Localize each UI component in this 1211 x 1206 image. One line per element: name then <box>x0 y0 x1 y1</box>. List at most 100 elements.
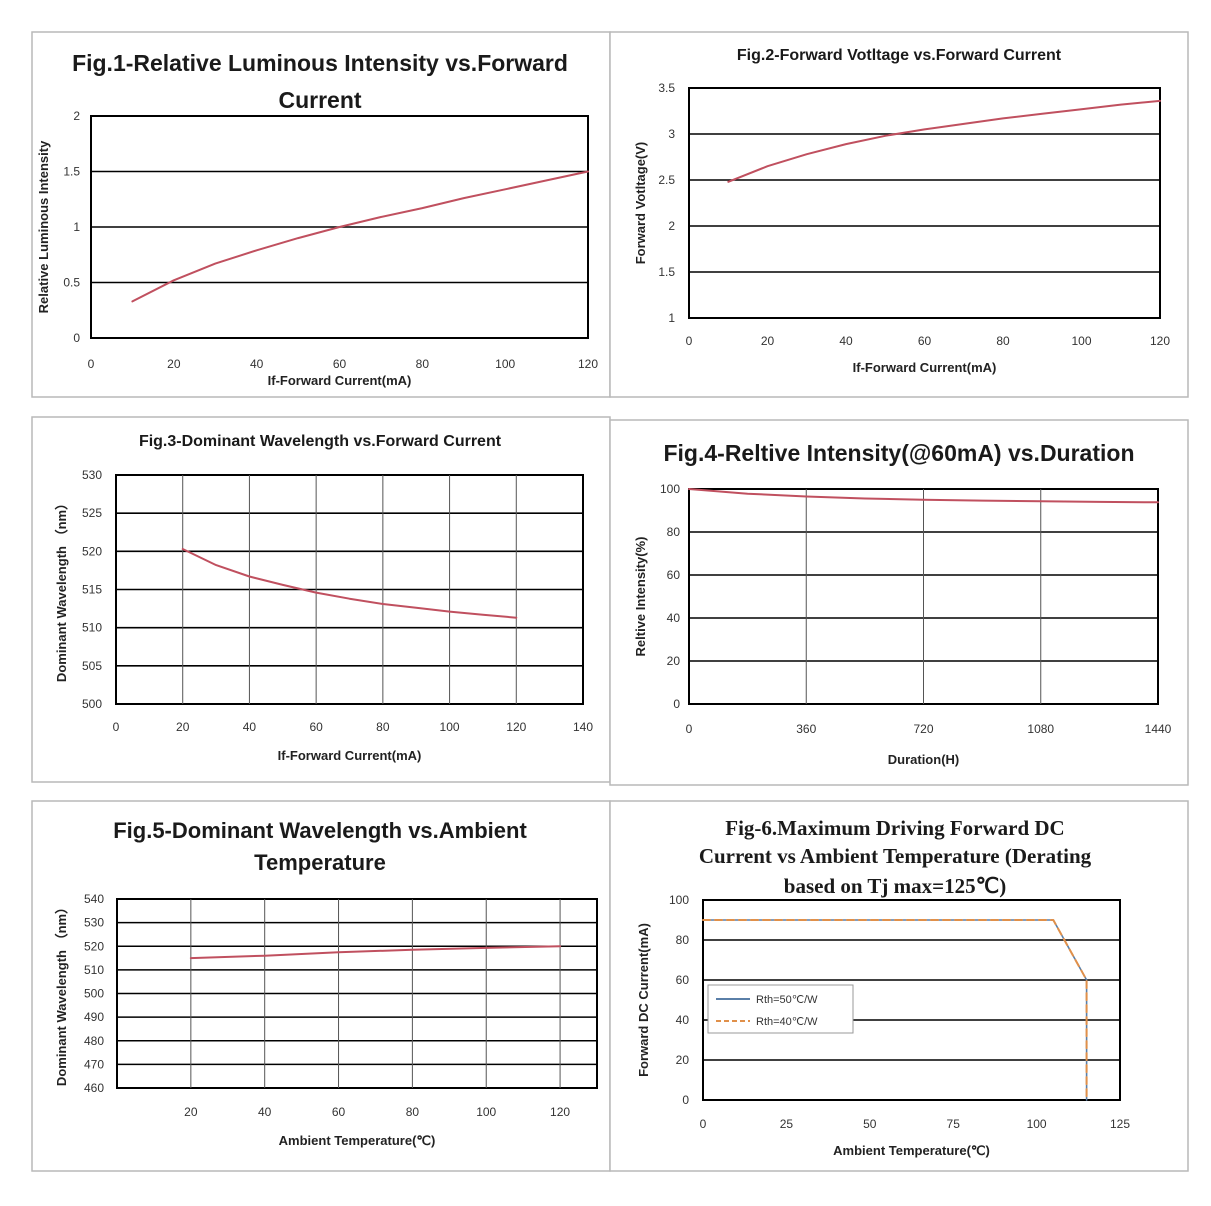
x-tick-label: 80 <box>996 334 1010 348</box>
y-tick-label: 470 <box>84 1057 104 1071</box>
chart-title: Fig.1-Relative Luminous Intensity vs.For… <box>72 50 568 76</box>
y-axis-label: Relative Luminous Intensity <box>36 140 51 313</box>
x-tick-label: 720 <box>913 722 933 736</box>
x-tick-label: 120 <box>506 720 526 734</box>
x-tick-label: 0 <box>113 720 120 734</box>
y-tick-label: 2 <box>73 109 80 123</box>
chart-title: Fig.3-Dominant Wavelength vs.Forward Cur… <box>139 433 502 450</box>
y-tick-label: 1.5 <box>63 165 80 179</box>
x-tick-label: 40 <box>243 720 257 734</box>
legend-entry-label: Rth=50℃/W <box>756 994 818 1006</box>
y-tick-label: 3.5 <box>658 81 675 95</box>
chart-title: Fig.2-Forward Votltage vs.Forward Curren… <box>737 47 1062 64</box>
x-tick-label: 100 <box>476 1105 496 1119</box>
x-tick-label: 25 <box>780 1117 794 1131</box>
y-tick-label: 20 <box>676 1053 690 1067</box>
x-tick-label: 80 <box>376 720 390 734</box>
x-tick-label: 120 <box>550 1105 570 1119</box>
x-axis-label: If-Forward Current(mA) <box>268 373 412 388</box>
figure-6: Fig-6.Maximum Driving Forward DC Current … <box>609 800 1189 1172</box>
y-tick-label: 1 <box>668 311 675 325</box>
y-tick-label: 515 <box>82 583 102 597</box>
figure-5: Fig.5-Dominant Wavelength vs.Ambient Temp… <box>31 800 611 1172</box>
x-tick-label: 50 <box>863 1117 877 1131</box>
x-tick-label: 60 <box>918 334 932 348</box>
chart-title: Fig.4-Reltive Intensity(@60mA) vs.Durati… <box>663 440 1134 466</box>
figure-1: Fig.1-Relative Luminous Intensity vs.For… <box>31 31 611 398</box>
x-tick-label: 40 <box>839 334 853 348</box>
y-tick-label: 500 <box>82 697 102 711</box>
plot-area <box>688 87 1161 319</box>
x-axis-label: If-Forward Current(mA) <box>853 360 997 375</box>
y-tick-label: 540 <box>84 892 104 906</box>
x-tick-label: 20 <box>184 1105 198 1119</box>
x-tick-label: 60 <box>332 1105 346 1119</box>
legend-entry-label: Rth=40℃/W <box>756 1016 818 1028</box>
x-tick-label: 100 <box>440 720 460 734</box>
x-tick-label: 80 <box>416 357 430 371</box>
y-tick-label: 100 <box>660 482 680 496</box>
chart-title-line-2: Current <box>278 87 361 113</box>
y-tick-label: 60 <box>667 568 681 582</box>
legend-box <box>707 984 854 1034</box>
x-tick-label: 125 <box>1110 1117 1130 1131</box>
y-tick-label: 500 <box>84 987 104 1001</box>
y-tick-label: 520 <box>84 939 104 953</box>
x-tick-label: 80 <box>406 1105 420 1119</box>
chart-title-line-2: Current vs Ambient Temperature (Derating <box>699 844 1092 868</box>
y-axis-label: Reltive Intensity(%) <box>633 537 648 657</box>
y-tick-label: 0 <box>682 1093 689 1107</box>
x-tick-label: 40 <box>250 357 264 371</box>
figure-2: Fig.2-Forward Votltage vs.Forward Curren… <box>609 31 1189 398</box>
x-tick-label: 1440 <box>1145 722 1172 736</box>
x-tick-label: 100 <box>1027 1117 1047 1131</box>
y-tick-label: 530 <box>84 916 104 930</box>
y-tick-label: 20 <box>667 654 681 668</box>
x-axis-label: Ambient Temperature(℃) <box>279 1133 436 1148</box>
chart-title-line-2: Temperature <box>254 850 386 875</box>
x-axis-label: Ambient Temperature(℃) <box>833 1143 990 1158</box>
y-tick-label: 490 <box>84 1010 104 1024</box>
y-tick-label: 530 <box>82 468 102 482</box>
y-tick-label: 0.5 <box>63 276 80 290</box>
x-tick-label: 20 <box>761 334 775 348</box>
x-axis-label: Duration(H) <box>888 752 960 767</box>
series-line-2 <box>702 919 1088 1101</box>
y-tick-label: 520 <box>82 544 102 558</box>
y-tick-label: 480 <box>84 1034 104 1048</box>
y-tick-label: 2 <box>668 219 675 233</box>
x-tick-label: 100 <box>495 357 515 371</box>
chart-title: Fig-6.Maximum Driving Forward DC <box>725 816 1064 840</box>
y-tick-label: 505 <box>82 659 102 673</box>
series-line-1 <box>727 99 1161 183</box>
x-tick-label: 120 <box>1150 334 1170 348</box>
x-tick-label: 0 <box>88 357 95 371</box>
y-tick-label: 510 <box>82 621 102 635</box>
y-axis-label: Forward DC Current(mA) <box>636 923 651 1077</box>
y-tick-label: 460 <box>84 1081 104 1095</box>
x-tick-label: 20 <box>176 720 190 734</box>
y-tick-label: 0 <box>673 697 680 711</box>
y-axis-label: Forward Votltage(V) <box>633 142 648 265</box>
y-tick-label: 40 <box>667 611 681 625</box>
x-tick-label: 140 <box>573 720 593 734</box>
x-tick-label: 0 <box>700 1117 707 1131</box>
x-tick-label: 75 <box>947 1117 961 1131</box>
y-tick-label: 1 <box>73 220 80 234</box>
y-tick-label: 510 <box>84 963 104 977</box>
y-tick-label: 0 <box>73 331 80 345</box>
y-axis-label: Dominant Wavelength （nm） <box>54 901 69 1086</box>
figure-4: Fig.4-Reltive Intensity(@60mA) vs.Durati… <box>609 419 1189 786</box>
x-tick-label: 40 <box>258 1105 272 1119</box>
x-tick-label: 0 <box>686 722 693 736</box>
y-tick-label: 100 <box>669 893 689 907</box>
y-axis-label: Dominant Wavelength （nm） <box>54 497 69 682</box>
y-tick-label: 40 <box>676 1013 690 1027</box>
chart-title-line-3: based on Tj max=125℃) <box>784 874 1006 898</box>
x-tick-label: 60 <box>309 720 323 734</box>
y-tick-label: 525 <box>82 506 102 520</box>
chart-title: Fig.5-Dominant Wavelength vs.Ambient <box>113 818 527 843</box>
y-tick-label: 80 <box>667 525 681 539</box>
series-line-1 <box>189 945 562 960</box>
